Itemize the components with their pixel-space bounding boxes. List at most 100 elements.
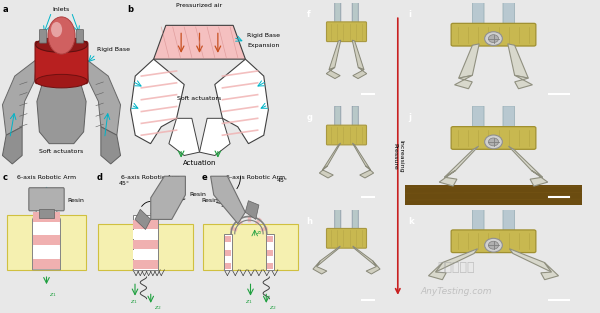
FancyBboxPatch shape <box>133 215 158 270</box>
Text: Rigid Base: Rigid Base <box>97 47 130 52</box>
Polygon shape <box>32 209 61 270</box>
Text: $z_2$: $z_2$ <box>256 229 263 237</box>
FancyBboxPatch shape <box>133 220 158 229</box>
Text: 嘉峪检测网: 嘉峪检测网 <box>437 261 475 274</box>
FancyBboxPatch shape <box>133 260 158 269</box>
Circle shape <box>51 22 62 37</box>
Polygon shape <box>515 75 532 89</box>
FancyBboxPatch shape <box>33 259 60 269</box>
Polygon shape <box>428 263 446 280</box>
Circle shape <box>485 32 502 45</box>
FancyBboxPatch shape <box>503 106 514 135</box>
FancyBboxPatch shape <box>33 235 60 245</box>
FancyBboxPatch shape <box>76 29 83 43</box>
Polygon shape <box>329 40 341 69</box>
Polygon shape <box>313 261 327 274</box>
FancyBboxPatch shape <box>225 263 231 269</box>
Polygon shape <box>169 118 199 156</box>
Text: 45°: 45° <box>277 178 288 183</box>
FancyBboxPatch shape <box>225 250 231 255</box>
FancyBboxPatch shape <box>40 29 47 43</box>
Polygon shape <box>211 176 245 224</box>
FancyBboxPatch shape <box>335 209 341 235</box>
FancyBboxPatch shape <box>352 106 358 131</box>
Text: $z_2$: $z_2$ <box>269 304 277 311</box>
FancyBboxPatch shape <box>33 212 60 222</box>
FancyBboxPatch shape <box>267 236 273 242</box>
Text: $z_1$: $z_1$ <box>143 229 151 237</box>
Polygon shape <box>353 68 367 79</box>
Text: c: c <box>3 173 8 182</box>
FancyBboxPatch shape <box>29 188 64 211</box>
Circle shape <box>488 138 499 146</box>
Text: h: h <box>307 217 313 226</box>
FancyBboxPatch shape <box>326 228 367 248</box>
Polygon shape <box>319 166 333 178</box>
FancyBboxPatch shape <box>326 22 367 42</box>
Polygon shape <box>224 234 232 270</box>
Polygon shape <box>541 263 559 280</box>
Polygon shape <box>458 44 479 78</box>
Polygon shape <box>530 170 548 186</box>
Text: Soft actuators: Soft actuators <box>178 95 221 100</box>
FancyBboxPatch shape <box>35 41 88 84</box>
FancyBboxPatch shape <box>267 257 273 262</box>
Ellipse shape <box>35 74 88 88</box>
Text: i: i <box>409 10 412 19</box>
Text: Expansion: Expansion <box>247 43 280 48</box>
FancyBboxPatch shape <box>98 224 193 270</box>
Text: Resin: Resin <box>190 192 206 198</box>
FancyBboxPatch shape <box>39 208 54 218</box>
Polygon shape <box>2 127 22 164</box>
Circle shape <box>48 17 75 54</box>
FancyBboxPatch shape <box>335 106 341 131</box>
Text: b: b <box>128 5 134 14</box>
Text: AnyTesting.com: AnyTesting.com <box>420 287 492 296</box>
FancyBboxPatch shape <box>451 230 536 253</box>
Text: 6-axis Robotic Arm: 6-axis Robotic Arm <box>226 175 286 180</box>
Text: 6-axis Robotic Arm: 6-axis Robotic Arm <box>121 175 181 180</box>
Text: g: g <box>307 113 313 122</box>
Polygon shape <box>131 59 184 144</box>
Text: Resin: Resin <box>67 198 84 203</box>
Polygon shape <box>445 146 479 177</box>
Text: k: k <box>409 217 414 226</box>
FancyBboxPatch shape <box>473 106 484 135</box>
Polygon shape <box>509 249 551 272</box>
FancyBboxPatch shape <box>133 250 158 259</box>
Text: 6-axis Robotic Arm: 6-axis Robotic Arm <box>17 175 76 180</box>
Circle shape <box>485 135 502 149</box>
FancyBboxPatch shape <box>33 223 60 234</box>
FancyBboxPatch shape <box>133 230 158 239</box>
FancyBboxPatch shape <box>326 125 367 145</box>
Text: Inlets: Inlets <box>53 7 70 12</box>
Text: $z_1$: $z_1$ <box>49 291 57 299</box>
Text: Pressurized air: Pressurized air <box>176 3 223 8</box>
FancyBboxPatch shape <box>133 240 158 249</box>
FancyBboxPatch shape <box>473 3 484 31</box>
Polygon shape <box>366 261 380 274</box>
Text: Rigid Base: Rigid Base <box>247 33 280 38</box>
FancyBboxPatch shape <box>267 243 273 249</box>
Polygon shape <box>439 170 457 186</box>
Polygon shape <box>37 81 86 144</box>
Polygon shape <box>86 59 121 135</box>
Circle shape <box>485 238 502 252</box>
Polygon shape <box>326 68 340 79</box>
Polygon shape <box>352 40 364 69</box>
FancyBboxPatch shape <box>7 215 86 270</box>
FancyBboxPatch shape <box>225 257 231 262</box>
FancyBboxPatch shape <box>267 250 273 255</box>
Polygon shape <box>322 143 341 170</box>
FancyBboxPatch shape <box>405 185 582 205</box>
FancyBboxPatch shape <box>33 247 60 257</box>
FancyBboxPatch shape <box>225 243 231 249</box>
Polygon shape <box>353 246 376 267</box>
Text: Soft actuators: Soft actuators <box>40 149 83 154</box>
Polygon shape <box>508 44 529 78</box>
FancyBboxPatch shape <box>203 224 298 270</box>
Polygon shape <box>151 176 185 219</box>
FancyBboxPatch shape <box>352 3 358 28</box>
Polygon shape <box>360 166 374 178</box>
Polygon shape <box>154 25 245 59</box>
